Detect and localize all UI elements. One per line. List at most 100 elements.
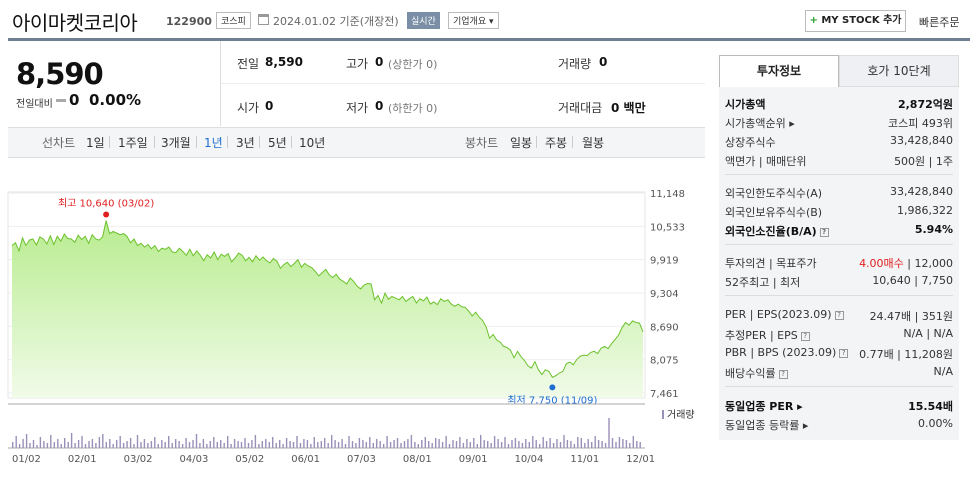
volume-bar: [618, 437, 621, 448]
price-line: [11, 220, 644, 378]
info-row-value: N/A | N/A: [903, 327, 953, 340]
volume-bar: [542, 437, 544, 448]
volume-bar: [122, 443, 125, 448]
volume-bar: [431, 443, 433, 448]
volume-bar: [327, 443, 329, 448]
volume-bar: [43, 441, 45, 448]
period-separator: [154, 136, 155, 148]
period-3m[interactable]: 3개월: [161, 136, 191, 150]
volume-bar: [424, 437, 426, 448]
volume-bar: [168, 436, 170, 448]
open-label: 시가: [237, 101, 260, 115]
info-row-value: 33,428,840: [890, 185, 953, 198]
volume-bar: [88, 441, 90, 448]
volume-bar: [53, 442, 55, 448]
period-1y[interactable]: 1년: [204, 136, 223, 150]
volume-bar: [514, 438, 517, 448]
help-icon[interactable]: ?: [834, 310, 844, 320]
market-badge: 코스피: [216, 12, 251, 29]
volume-bar: [32, 440, 35, 448]
help-icon[interactable]: ?: [839, 348, 849, 358]
volume-bar: [223, 443, 225, 448]
volume-bar: [140, 442, 142, 448]
volume-bar: [570, 441, 572, 448]
volume-legend-label: 거래량: [667, 409, 695, 421]
stats-divider: [221, 83, 705, 84]
volume-bar: [50, 435, 52, 448]
info-row: 52주최고 | 최저 10,640 | 7,750: [725, 272, 953, 291]
low-price-marker: [549, 384, 556, 391]
volume-bar: [22, 439, 24, 448]
help-icon[interactable]: ?: [778, 369, 788, 379]
investment-opinion: 4.00매수: [859, 257, 904, 270]
amount-value: 0 백만: [611, 101, 646, 115]
help-icon[interactable]: ?: [819, 227, 829, 237]
volume-bar: [608, 418, 610, 448]
period-separator: [259, 136, 260, 148]
volume-bar: [282, 444, 284, 448]
change-percent: 0.00%: [89, 91, 142, 109]
volume-bar: [133, 444, 135, 448]
volume-legend-swatch: [662, 410, 664, 419]
info-row: 외국인소진율(B/A)? 5.94%: [725, 221, 953, 240]
calendar-icon: [258, 14, 269, 25]
info-row-label: 액면가 | 매매단위: [725, 155, 807, 168]
period-5y[interactable]: 5년: [268, 136, 287, 150]
y-tick-label: 9,919: [650, 256, 679, 267]
x-tick-label: 04/03: [180, 454, 209, 465]
period-10y[interactable]: 10년: [299, 136, 326, 150]
volume-bar: [247, 443, 250, 448]
volume-bar: [351, 441, 354, 448]
period-1d[interactable]: 1일: [86, 136, 105, 150]
info-row-value: N/A: [933, 365, 953, 378]
volume-bar: [549, 438, 551, 448]
info-row-value: 4.00매수 | 12,000: [859, 255, 953, 271]
volume-bar: [587, 439, 589, 448]
period-1w[interactable]: 1주일: [118, 136, 148, 150]
high-price-marker: [103, 211, 110, 218]
company-overview-button[interactable]: 기업개요 ▾: [448, 12, 499, 29]
volume-bar: [389, 442, 392, 448]
x-tick-label: 10/04: [515, 454, 544, 465]
volume-bar: [254, 435, 257, 448]
volume-bar: [379, 441, 381, 448]
info-row-label: 외국인보유주식수(B): [725, 206, 823, 219]
stock-code: 122900: [166, 15, 212, 28]
info-row: 액면가 | 매매단위 500원 | 1주: [725, 151, 953, 170]
price-chart[interactable]: 11,148 10,533 9,919 9,304 8,690 8,075 7,461 최고…: [0, 160, 712, 480]
add-mystock-button[interactable]: + MY STOCK 추가: [805, 10, 906, 32]
info-row-label: 추정PER | EPS?: [725, 327, 810, 343]
amount-label: 거래대금: [558, 101, 603, 115]
tab-hoga-10[interactable]: 호가 10단계: [839, 55, 959, 87]
realtime-badge[interactable]: 실시간: [407, 12, 440, 29]
volume-bar: [545, 441, 548, 448]
volume-bar: [292, 442, 295, 448]
volume-bar: [272, 437, 274, 448]
period-3y[interactable]: 3년: [236, 136, 255, 150]
info-divider: [725, 174, 953, 175]
volume-bar: [563, 435, 565, 448]
volume-bar: [611, 438, 614, 448]
volume-bar: [313, 437, 315, 448]
quick-order-link[interactable]: 빠른주문: [919, 16, 960, 29]
volume-bar: [525, 439, 527, 448]
volume-bar: [403, 441, 406, 448]
help-icon[interactable]: ?: [800, 331, 810, 341]
volume-bar: [67, 442, 69, 448]
volume-bar: [227, 436, 229, 448]
add-mystock-label: MY STOCK 추가: [821, 15, 902, 26]
volume-bar: [15, 436, 17, 448]
tab-invest-info[interactable]: 투자정보: [719, 55, 839, 87]
info-row-value: 0.77배 | 11,208원: [859, 348, 953, 361]
price-area-fill: [12, 220, 643, 398]
candle-daily[interactable]: 일봉: [510, 136, 533, 150]
volume-bar: [29, 443, 31, 448]
volume-bar: [435, 438, 437, 448]
info-divider: [725, 386, 953, 387]
candle-weekly[interactable]: 주봉: [545, 136, 568, 150]
unchanged-icon: [56, 99, 66, 102]
volume-bar: [365, 442, 367, 448]
volume-bar: [91, 439, 94, 448]
candle-monthly[interactable]: 월봉: [582, 136, 605, 150]
info-row: 동일업종 PER ▸ 15.54배: [725, 396, 953, 415]
